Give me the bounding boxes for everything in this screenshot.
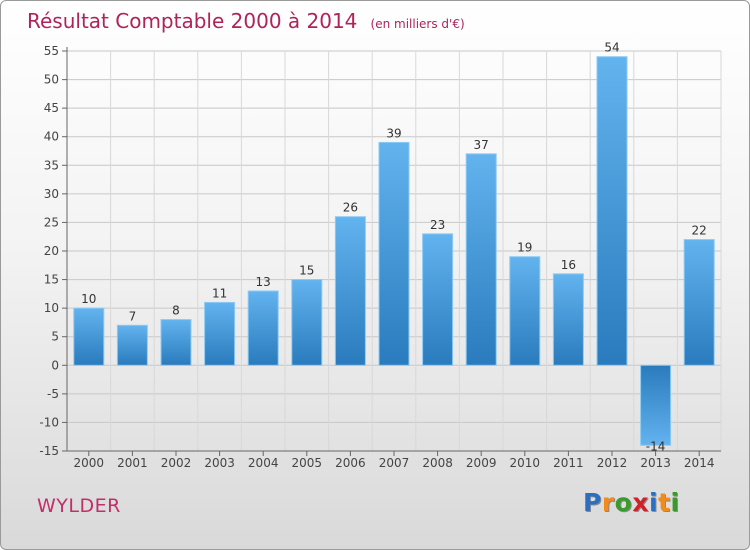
y-tick-label: 20: [44, 244, 59, 258]
data-label: 16: [561, 258, 576, 272]
data-label: 19: [517, 241, 532, 255]
proxiti-logo: Proxiti: [583, 488, 680, 517]
logo-letter: t: [658, 488, 671, 517]
y-tick-label: 50: [44, 73, 59, 87]
bar: [552, 273, 584, 366]
y-tick-label: -5: [47, 387, 59, 401]
logo-letter: P: [583, 488, 602, 517]
logo-letter: x: [632, 488, 649, 517]
bar: [73, 307, 105, 366]
chart-subtitle: (en milliers d'€): [370, 17, 465, 31]
y-tick-label: 35: [44, 158, 59, 172]
y-tick-label: 55: [44, 44, 59, 58]
bar: [465, 153, 497, 366]
y-tick-label: 25: [44, 215, 59, 229]
x-tick-label: 2013: [640, 456, 671, 470]
y-tick-label: 40: [44, 130, 59, 144]
x-tick-label: 2010: [510, 456, 541, 470]
y-tick-label: 45: [44, 101, 59, 115]
bar: [291, 279, 323, 366]
y-tick-label: 30: [44, 187, 59, 201]
data-label: 15: [299, 264, 314, 278]
data-label: 7: [129, 309, 137, 323]
chart-title: Résultat Comptable 2000 à 2014: [27, 9, 358, 33]
x-tick-label: 2005: [292, 456, 323, 470]
bars: [73, 56, 715, 446]
data-label: 37: [474, 138, 489, 152]
y-tick-label: 10: [44, 301, 59, 315]
x-tick-label: 2008: [422, 456, 453, 470]
x-tick-label: 2012: [597, 456, 628, 470]
data-label: 39: [386, 126, 401, 140]
x-tick-label: 2006: [335, 456, 366, 470]
data-label: 10: [81, 292, 96, 306]
x-tick-label: 2011: [553, 456, 584, 470]
logo-letter: r: [601, 488, 615, 517]
bar: [116, 324, 148, 366]
x-tick-label: 2002: [161, 456, 192, 470]
axes: [62, 47, 721, 456]
x-tick-label: 2001: [117, 456, 148, 470]
x-tick-label: 2014: [684, 456, 715, 470]
data-label: 13: [256, 275, 271, 289]
bar: [247, 290, 279, 366]
data-label: 11: [212, 286, 227, 300]
bar: [204, 301, 236, 366]
logo-letter: o: [614, 488, 633, 517]
y-tick-label: -10: [39, 415, 59, 429]
data-label: 23: [430, 218, 445, 232]
data-label: 8: [172, 304, 180, 318]
logo-letter: i: [649, 488, 659, 517]
data-label: 22: [692, 224, 707, 238]
bar: [640, 364, 672, 446]
x-tick-label: 2009: [466, 456, 497, 470]
data-labels: 10 7 8 11 13 15 26 39 23 37 19 16 54 -14 22: [81, 41, 707, 454]
title-row: Résultat Comptable 2000 à 2014 (en milli…: [27, 9, 465, 33]
bar: [596, 56, 628, 366]
bar: [378, 141, 410, 366]
logo-letter: i: [670, 488, 680, 517]
data-label: 54: [604, 41, 619, 55]
data-label: 26: [343, 201, 358, 215]
bar: [334, 216, 366, 366]
bar: [683, 239, 715, 366]
tick-labels: -15 -10 -5 0 5 10 15 20 25 30 35 40 45 50 55 2000 2001 20…: [39, 44, 714, 470]
x-tick-label: 2000: [74, 456, 105, 470]
bar: [509, 256, 541, 366]
y-tick-label: 0: [51, 358, 59, 372]
y-tick-label: 5: [51, 330, 59, 344]
bar: [160, 319, 192, 366]
x-tick-label: 2007: [379, 456, 410, 470]
x-tick-label: 2004: [248, 456, 279, 470]
y-tick-label: 15: [44, 273, 59, 287]
bar: [422, 233, 454, 366]
data-label: -14: [646, 439, 666, 453]
x-tick-label: 2003: [204, 456, 235, 470]
commune-name: WYLDER: [37, 495, 121, 517]
y-tick-label: -15: [39, 444, 59, 458]
